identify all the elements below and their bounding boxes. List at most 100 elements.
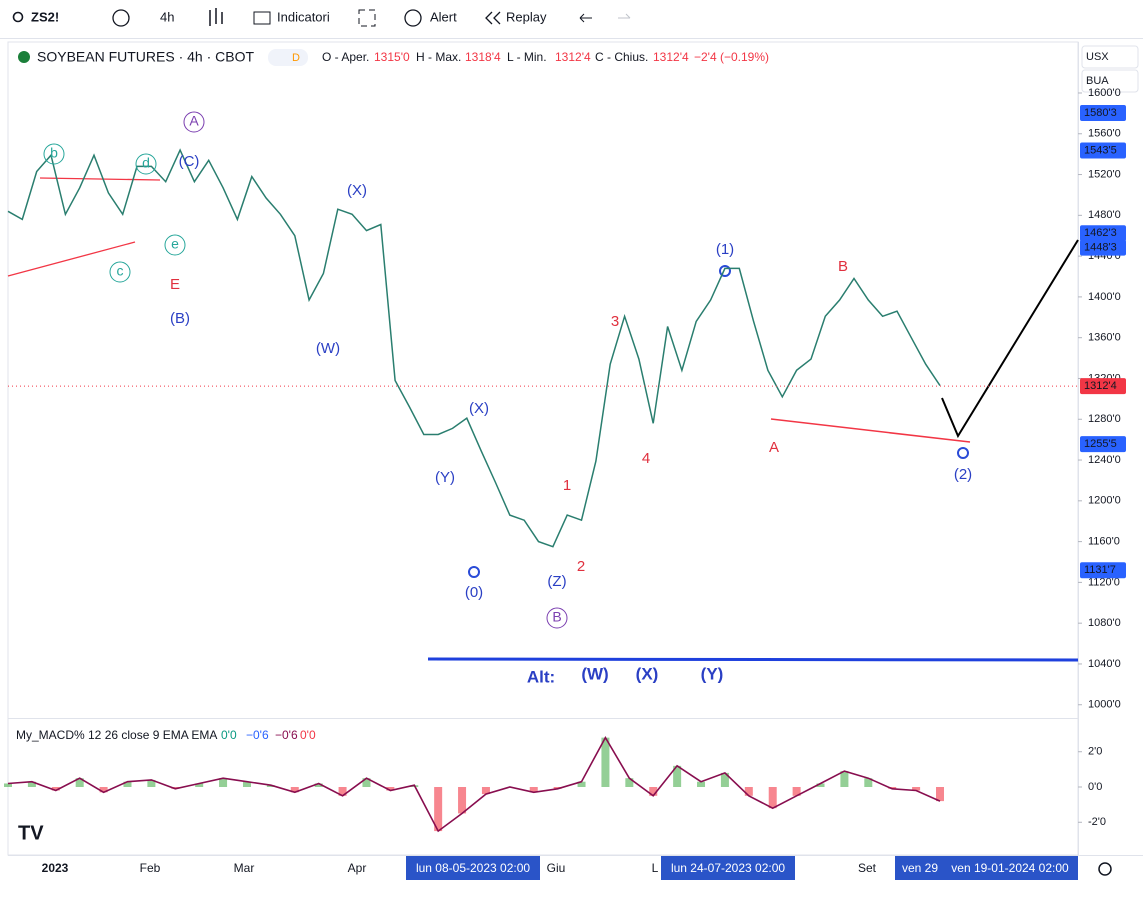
y-tick-label: 1280'0: [1088, 413, 1121, 425]
cursor-box: [661, 856, 795, 880]
wave-point: [957, 447, 969, 459]
macd-bar: [816, 783, 825, 787]
replay-icon[interactable]: [485, 11, 501, 25]
unit[interactable]: BUA: [1086, 75, 1109, 87]
trendline: [770, 418, 971, 443]
red-waves: E 3 1 2 4 A B: [170, 258, 848, 575]
wave-label: B: [838, 258, 848, 275]
macd-bar: [75, 778, 84, 787]
unit-box[interactable]: [1081, 69, 1139, 93]
macd-bar: [171, 787, 180, 789]
macd-bar: [888, 787, 897, 789]
wave-label: 2: [577, 558, 585, 575]
wave-label: (X): [347, 182, 367, 199]
macd-bar: [219, 778, 228, 787]
macd-bar: [529, 787, 538, 793]
search-icon[interactable]: [12, 11, 24, 23]
y-tick-label: 1480'0: [1088, 209, 1121, 221]
macd-bar: [458, 787, 467, 814]
symbol[interactable]: ZS2!: [31, 9, 59, 24]
green-waves: b d c e: [43, 143, 186, 283]
purple-waves: A B: [183, 111, 568, 629]
price-badge-label: 1580'3: [1084, 107, 1117, 119]
alt-line: [427, 657, 1079, 662]
price-badge: [1080, 104, 1126, 121]
wave-label: E: [170, 276, 180, 293]
y-tick-label: 1600'0: [1088, 87, 1121, 99]
macd-bar: [123, 781, 132, 787]
y-tick-label: 1400'0: [1088, 291, 1121, 303]
macd-bar: [577, 781, 586, 787]
price-badge: [1080, 225, 1126, 242]
wave-point: [719, 265, 731, 277]
y-tick-label: -2'0: [1088, 816, 1106, 828]
macd-bar: [768, 787, 777, 809]
currency[interactable]: USX: [1086, 51, 1109, 63]
macd-bar: [864, 778, 873, 787]
macd-bar: [625, 778, 634, 787]
macd-bar: [314, 783, 323, 787]
open-label: O - Aper.: [322, 50, 369, 64]
logo: TV: [18, 822, 44, 844]
wave-label: c: [117, 263, 124, 279]
y-tick-label: 1120'0: [1088, 576, 1120, 588]
wave-label: 1: [563, 477, 571, 494]
interval[interactable]: 4h: [160, 9, 174, 24]
wave-label: (Y): [435, 469, 455, 486]
wave-label: (Y): [701, 664, 724, 683]
macd-bar: [601, 737, 610, 787]
price-badge: [1080, 436, 1126, 453]
low: 1312'4: [555, 50, 591, 64]
redo[interactable]: [618, 13, 631, 19]
trendline: [39, 177, 161, 181]
time-axis: 2023 Feb Mar Apr lun 08-05-2023 02:00 Gi…: [42, 856, 1078, 880]
time-label: Mar: [234, 861, 255, 875]
macd-bar: [912, 787, 921, 791]
macd-line: [7, 735, 941, 833]
wave-label: d: [142, 155, 150, 171]
price-badge-label: 1462'3: [1084, 227, 1117, 239]
price-badge: [1080, 378, 1126, 395]
indicator-icon[interactable]: [253, 11, 271, 25]
time-label: Feb: [140, 861, 161, 875]
add-symbol[interactable]: [112, 9, 130, 27]
undo[interactable]: [579, 13, 592, 23]
wave-circle: [43, 143, 65, 165]
macd-value: −0'6: [246, 728, 269, 742]
indicators[interactable]: Indicatori: [277, 9, 330, 24]
y-tick-label: 1240'0: [1088, 454, 1121, 466]
wave-label: (C): [179, 153, 200, 170]
open: 1315'0: [374, 50, 410, 64]
wave-label: (W): [316, 340, 340, 357]
price-line: [7, 148, 941, 548]
macd-bar: [338, 787, 347, 796]
toolbar: [0, 0, 1143, 38]
price-badge: [1080, 239, 1126, 256]
alert[interactable]: Alert: [430, 9, 457, 24]
y-tick-label: 1160'0: [1088, 536, 1120, 548]
macd-bar: [99, 787, 108, 793]
layout-icon[interactable]: [358, 9, 376, 27]
macd-value: −0'6: [275, 728, 298, 742]
macd-bar: [553, 787, 562, 789]
alert-icon[interactable]: [404, 9, 422, 27]
wave-label: (B): [170, 310, 190, 327]
wave-point: [468, 566, 480, 578]
replay[interactable]: Replay: [506, 9, 547, 24]
y-tick-label: 1520'0: [1088, 168, 1121, 180]
currency-box[interactable]: [1081, 45, 1139, 69]
y-tick-label: 0'0: [1088, 781, 1102, 793]
time-label: Giu: [547, 861, 566, 875]
time-label: L: [652, 861, 659, 875]
macd-bar: [27, 781, 36, 787]
price-badge-label: 1543'5: [1084, 144, 1117, 156]
wave-circle: [135, 153, 157, 175]
settings[interactable]: [1098, 862, 1112, 876]
chart-type[interactable]: [209, 8, 223, 26]
macd-bar: [434, 787, 443, 832]
cursor-label: ven 29: [902, 861, 938, 875]
macd-bar: [147, 779, 156, 787]
high-label: H - Max.: [416, 50, 461, 64]
close: 1312'4: [653, 50, 689, 64]
macd-bar: [242, 781, 251, 787]
